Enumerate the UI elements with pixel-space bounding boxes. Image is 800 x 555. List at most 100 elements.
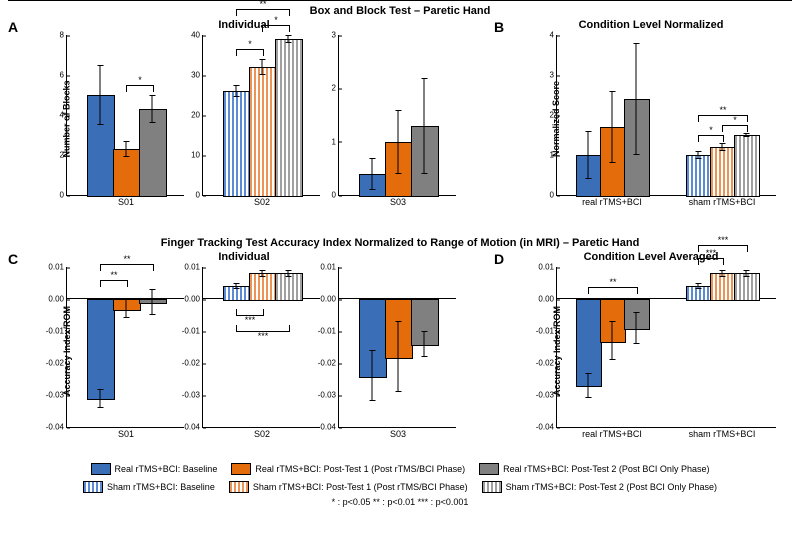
y-tick: 0.00 [320, 295, 339, 304]
error-bar [722, 270, 723, 276]
error-bar [588, 373, 589, 399]
significance-bracket: * [262, 25, 290, 32]
significance-bracket: ** [588, 287, 638, 294]
x-label: sham rTMS+BCI [689, 427, 756, 439]
bar [87, 95, 115, 197]
significance-bracket: ** [698, 115, 748, 122]
bar [734, 135, 760, 197]
legend-item: Real rTMS+BCI: Post-Test 1 (Post rTMS/BC… [231, 463, 465, 475]
x-label: S01 [118, 195, 134, 207]
chart: 01234real rTMS+BCIsham rTMS+BCI**** [556, 35, 776, 196]
error-bar [612, 321, 613, 359]
error-bar [288, 270, 289, 276]
bar [139, 299, 167, 304]
y-tick: -0.02 [182, 359, 203, 368]
bar [686, 155, 712, 197]
legend-text: Real rTMS+BCI: Post-Test 1 (Post rTMS/BC… [255, 464, 465, 474]
y-tick: 8 [60, 31, 67, 40]
y-tick: -0.03 [182, 391, 203, 400]
y-tick: 2 [332, 84, 339, 93]
legend-item: Real rTMS+BCI: Baseline [91, 463, 218, 475]
bar [411, 299, 439, 346]
bar [249, 67, 277, 197]
error-bar [262, 59, 263, 75]
panel-B-ylabel: Normalized Score [551, 81, 561, 157]
legend-text: Real rTMS+BCI: Baseline [115, 464, 218, 474]
y-tick: -0.04 [46, 423, 67, 432]
bar [113, 299, 141, 311]
bar [624, 299, 650, 330]
error-bar [398, 321, 399, 391]
panel-D-ylabel: Accuracy Index/ROM [552, 306, 562, 396]
y-tick: 6 [60, 71, 67, 80]
chart: -0.04-0.03-0.02-0.010.000.01real rTMS+BC… [556, 267, 776, 428]
legend-item: Sham rTMS+BCI: Post-Test 1 (Post rTMS/BC… [229, 481, 468, 493]
bar [576, 155, 602, 197]
x-label: real rTMS+BCI [582, 427, 642, 439]
y-tick: -0.04 [536, 423, 557, 432]
legend: Real rTMS+BCI: Baseline Real rTMS+BCI: Po… [0, 459, 800, 495]
panel-D-subtitle: Condition Level Averaged [516, 251, 786, 263]
bar [624, 99, 650, 197]
chart: 0123S03 [338, 35, 456, 196]
significance-bracket: ** [100, 264, 154, 271]
significance-bracket: * [236, 49, 264, 56]
chart: -0.04-0.03-0.02-0.010.000.01S01**** [66, 267, 184, 428]
y-tick: 10 [191, 151, 203, 160]
bar [275, 273, 303, 301]
panel-B-label: B [494, 19, 504, 35]
y-tick: 0.00 [184, 295, 203, 304]
x-label: S01 [118, 427, 134, 439]
significance-bracket: *** [236, 309, 264, 316]
p-value-note: * : p<0.05 ** : p<0.01 *** : p<0.001 [0, 495, 800, 507]
legend-text: Sham rTMS+BCI: Baseline [107, 482, 215, 492]
x-label: S02 [254, 427, 270, 439]
y-tick: 0 [60, 191, 67, 200]
y-tick: -0.02 [318, 359, 339, 368]
error-bar [722, 143, 723, 151]
significance-bracket: *** [698, 258, 724, 265]
error-bar [636, 312, 637, 344]
legend-swatch [83, 481, 103, 493]
section2-title: Finger Tracking Test Accuracy Index Norm… [8, 233, 792, 249]
legend-swatch [482, 481, 502, 493]
error-bar [126, 141, 127, 157]
error-bar [236, 283, 237, 289]
bar [710, 273, 736, 301]
bar [87, 299, 115, 400]
panel-D-label: D [494, 251, 504, 267]
bar [275, 39, 303, 197]
bar [223, 91, 251, 197]
section1-title: Box and Block Test – Paretic Hand [8, 0, 792, 17]
error-bar [152, 95, 153, 123]
panel-A-label: A [8, 19, 18, 35]
significance-bracket: *** [236, 325, 290, 332]
error-bar [372, 350, 373, 401]
x-label: S03 [390, 427, 406, 439]
significance-bracket: ** [236, 9, 290, 16]
significance-bracket: * [698, 135, 724, 142]
legend-item: Sham rTMS+BCI: Post-Test 2 (Post BCI Onl… [482, 481, 717, 493]
error-bar [262, 270, 263, 276]
y-tick: 1 [332, 137, 339, 146]
bar [385, 299, 413, 359]
bar [576, 299, 602, 387]
error-bar [236, 85, 237, 97]
y-tick: -0.03 [318, 391, 339, 400]
error-bar [100, 389, 101, 408]
y-tick: 3 [550, 71, 557, 80]
x-label: real rTMS+BCI [582, 195, 642, 207]
y-tick: 30 [191, 71, 203, 80]
chart: 02468S01* [66, 35, 184, 196]
legend-swatch [91, 463, 111, 475]
y-tick: 20 [191, 111, 203, 120]
x-label: S02 [254, 195, 270, 207]
bar [385, 142, 413, 197]
error-bar [126, 299, 127, 318]
legend-text: Sham rTMS+BCI: Post-Test 1 (Post rTMS/BC… [253, 482, 468, 492]
y-tick: 0 [332, 191, 339, 200]
error-bar [372, 158, 373, 190]
error-bar [398, 110, 399, 174]
significance-bracket: ** [100, 280, 128, 287]
y-tick: 0.01 [184, 263, 203, 272]
